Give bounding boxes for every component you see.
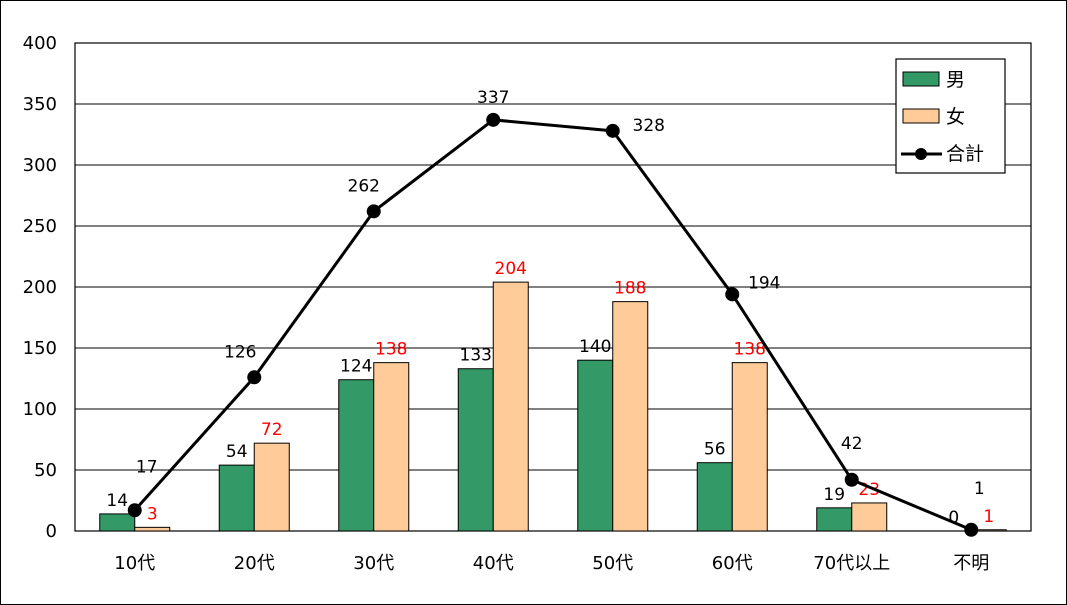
- data-label-female: 72: [261, 420, 283, 440]
- bar-male: [577, 359, 614, 532]
- total-point: [486, 112, 501, 127]
- x-tick-label: 20代: [234, 553, 275, 574]
- bar-female: [373, 362, 410, 532]
- x-tick-label: 40代: [473, 553, 514, 574]
- data-label-male: 133: [460, 346, 492, 366]
- total-point: [844, 472, 859, 487]
- bar-male: [457, 368, 494, 532]
- data-label-female: 3: [147, 504, 158, 524]
- bar-female: [612, 301, 649, 532]
- y-tick-label: 200: [23, 277, 57, 298]
- legend-swatch-female: [902, 108, 940, 124]
- data-label-total: 1: [974, 479, 985, 499]
- data-label-male: 19: [823, 485, 845, 505]
- total-point: [247, 370, 262, 385]
- y-tick-label: 100: [23, 399, 57, 420]
- y-tick-label: 400: [23, 33, 57, 54]
- legend-label-male: 男: [946, 69, 965, 91]
- bar-female: [253, 442, 290, 532]
- y-tick-label: 300: [23, 155, 57, 176]
- data-label-female: 138: [375, 340, 407, 360]
- data-label-male: 56: [704, 440, 726, 460]
- total-point: [366, 204, 381, 219]
- legend-swatch-total-marker: [915, 148, 927, 160]
- data-label-total: 194: [748, 273, 780, 293]
- y-tick-label: 350: [23, 94, 57, 115]
- data-label-male: 0: [948, 508, 959, 528]
- data-label-male: 124: [340, 357, 372, 377]
- bar-female: [492, 281, 529, 532]
- data-label-female: 204: [495, 259, 527, 279]
- x-tick-label: 30代: [353, 553, 394, 574]
- total-line: [133, 118, 972, 532]
- x-tick-label: 10代: [114, 553, 155, 574]
- data-label-female: 138: [734, 340, 766, 360]
- bar-female: [134, 526, 171, 532]
- data-label-total: 126: [224, 342, 256, 362]
- x-tick-label: 不明: [953, 553, 989, 574]
- x-tick-label: 60代: [712, 553, 753, 574]
- total-point: [964, 522, 979, 537]
- data-label-total: 42: [841, 434, 863, 454]
- total-point: [725, 287, 740, 302]
- data-label-total: 17: [136, 457, 158, 477]
- x-tick-label: 70代以上: [813, 553, 890, 574]
- data-label-female: 1: [983, 507, 994, 527]
- bar-male: [696, 462, 733, 532]
- legend-swatch-male: [902, 71, 940, 87]
- y-tick-label: 150: [23, 338, 57, 359]
- y-tick-label: 0: [46, 521, 57, 542]
- data-label-male: 54: [226, 442, 248, 462]
- data-label-total: 262: [348, 176, 380, 196]
- bar-male: [218, 464, 255, 532]
- data-label-male: 14: [106, 491, 128, 511]
- x-tick-label: 50代: [592, 553, 633, 574]
- total-point: [127, 503, 142, 518]
- data-label-male: 140: [579, 337, 611, 357]
- legend-label-total: 合計: [946, 143, 984, 165]
- data-label-female: 188: [614, 279, 646, 299]
- total-point: [605, 123, 620, 138]
- legend-label-female: 女: [946, 106, 965, 128]
- data-label-total: 337: [477, 88, 509, 108]
- y-tick-label: 250: [23, 216, 57, 237]
- bar-male: [816, 507, 853, 532]
- bar-male: [99, 513, 136, 532]
- plot-border: [74, 42, 1032, 532]
- data-label-total: 328: [633, 116, 665, 136]
- y-tick-label: 50: [34, 460, 57, 481]
- bar-male: [338, 379, 375, 532]
- bar-female: [731, 362, 768, 532]
- bar-female: [851, 502, 888, 532]
